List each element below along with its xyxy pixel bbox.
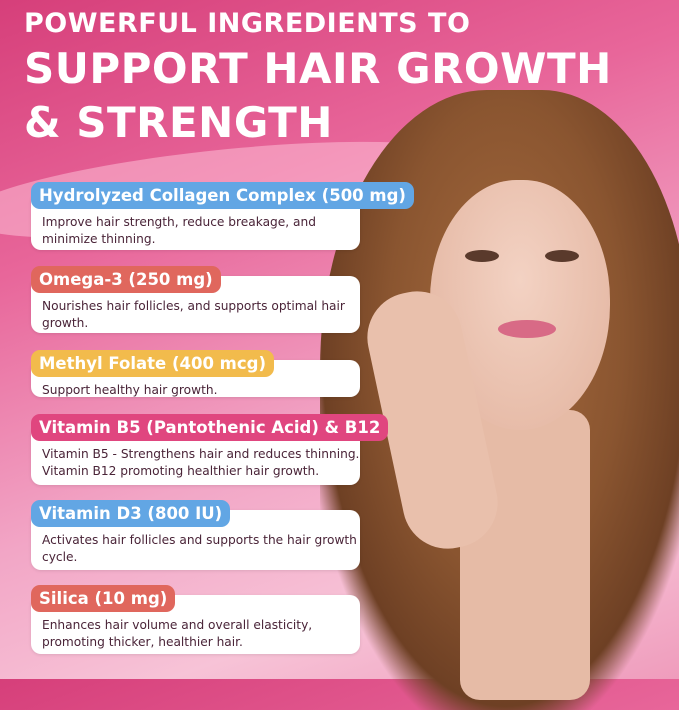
ingredient-description: Nourishes hair follicles, and supports o… — [42, 299, 345, 330]
ingredient-description: Activates hair follicles and supports th… — [42, 533, 357, 564]
ingredient-name: Hydrolyzed Collagen Complex (500 mg) — [31, 182, 414, 209]
ingredient-name: Vitamin D3 (800 IU) — [31, 500, 231, 527]
eye — [465, 250, 499, 262]
ingredient-description: Support healthy hair growth. — [42, 383, 218, 397]
ingredient-description: Enhances hair volume and overall elastic… — [42, 618, 313, 649]
eye — [545, 250, 579, 262]
ingredient-description: Improve hair strength, reduce breakage, … — [42, 215, 316, 246]
ingredient-name: Vitamin B5 (Pantothenic Acid) & B12 — [31, 414, 389, 441]
woman-photo — [300, 90, 679, 710]
ingredient-name: Omega-3 (250 mg) — [31, 266, 221, 293]
ingredient-name: Silica (10 mg) — [31, 585, 176, 612]
headline-line-2: SUPPORT HAIR GROWTH — [24, 44, 612, 93]
headline-line-3: & STRENGTH — [24, 98, 333, 147]
ingredient-description: Vitamin B5 - Strengthens hair and reduce… — [42, 447, 360, 478]
ingredient-name: Methyl Folate (400 mcg) — [31, 350, 275, 377]
headline-line-1: POWERFUL INGREDIENTS TO — [24, 8, 471, 39]
lips — [498, 320, 556, 338]
